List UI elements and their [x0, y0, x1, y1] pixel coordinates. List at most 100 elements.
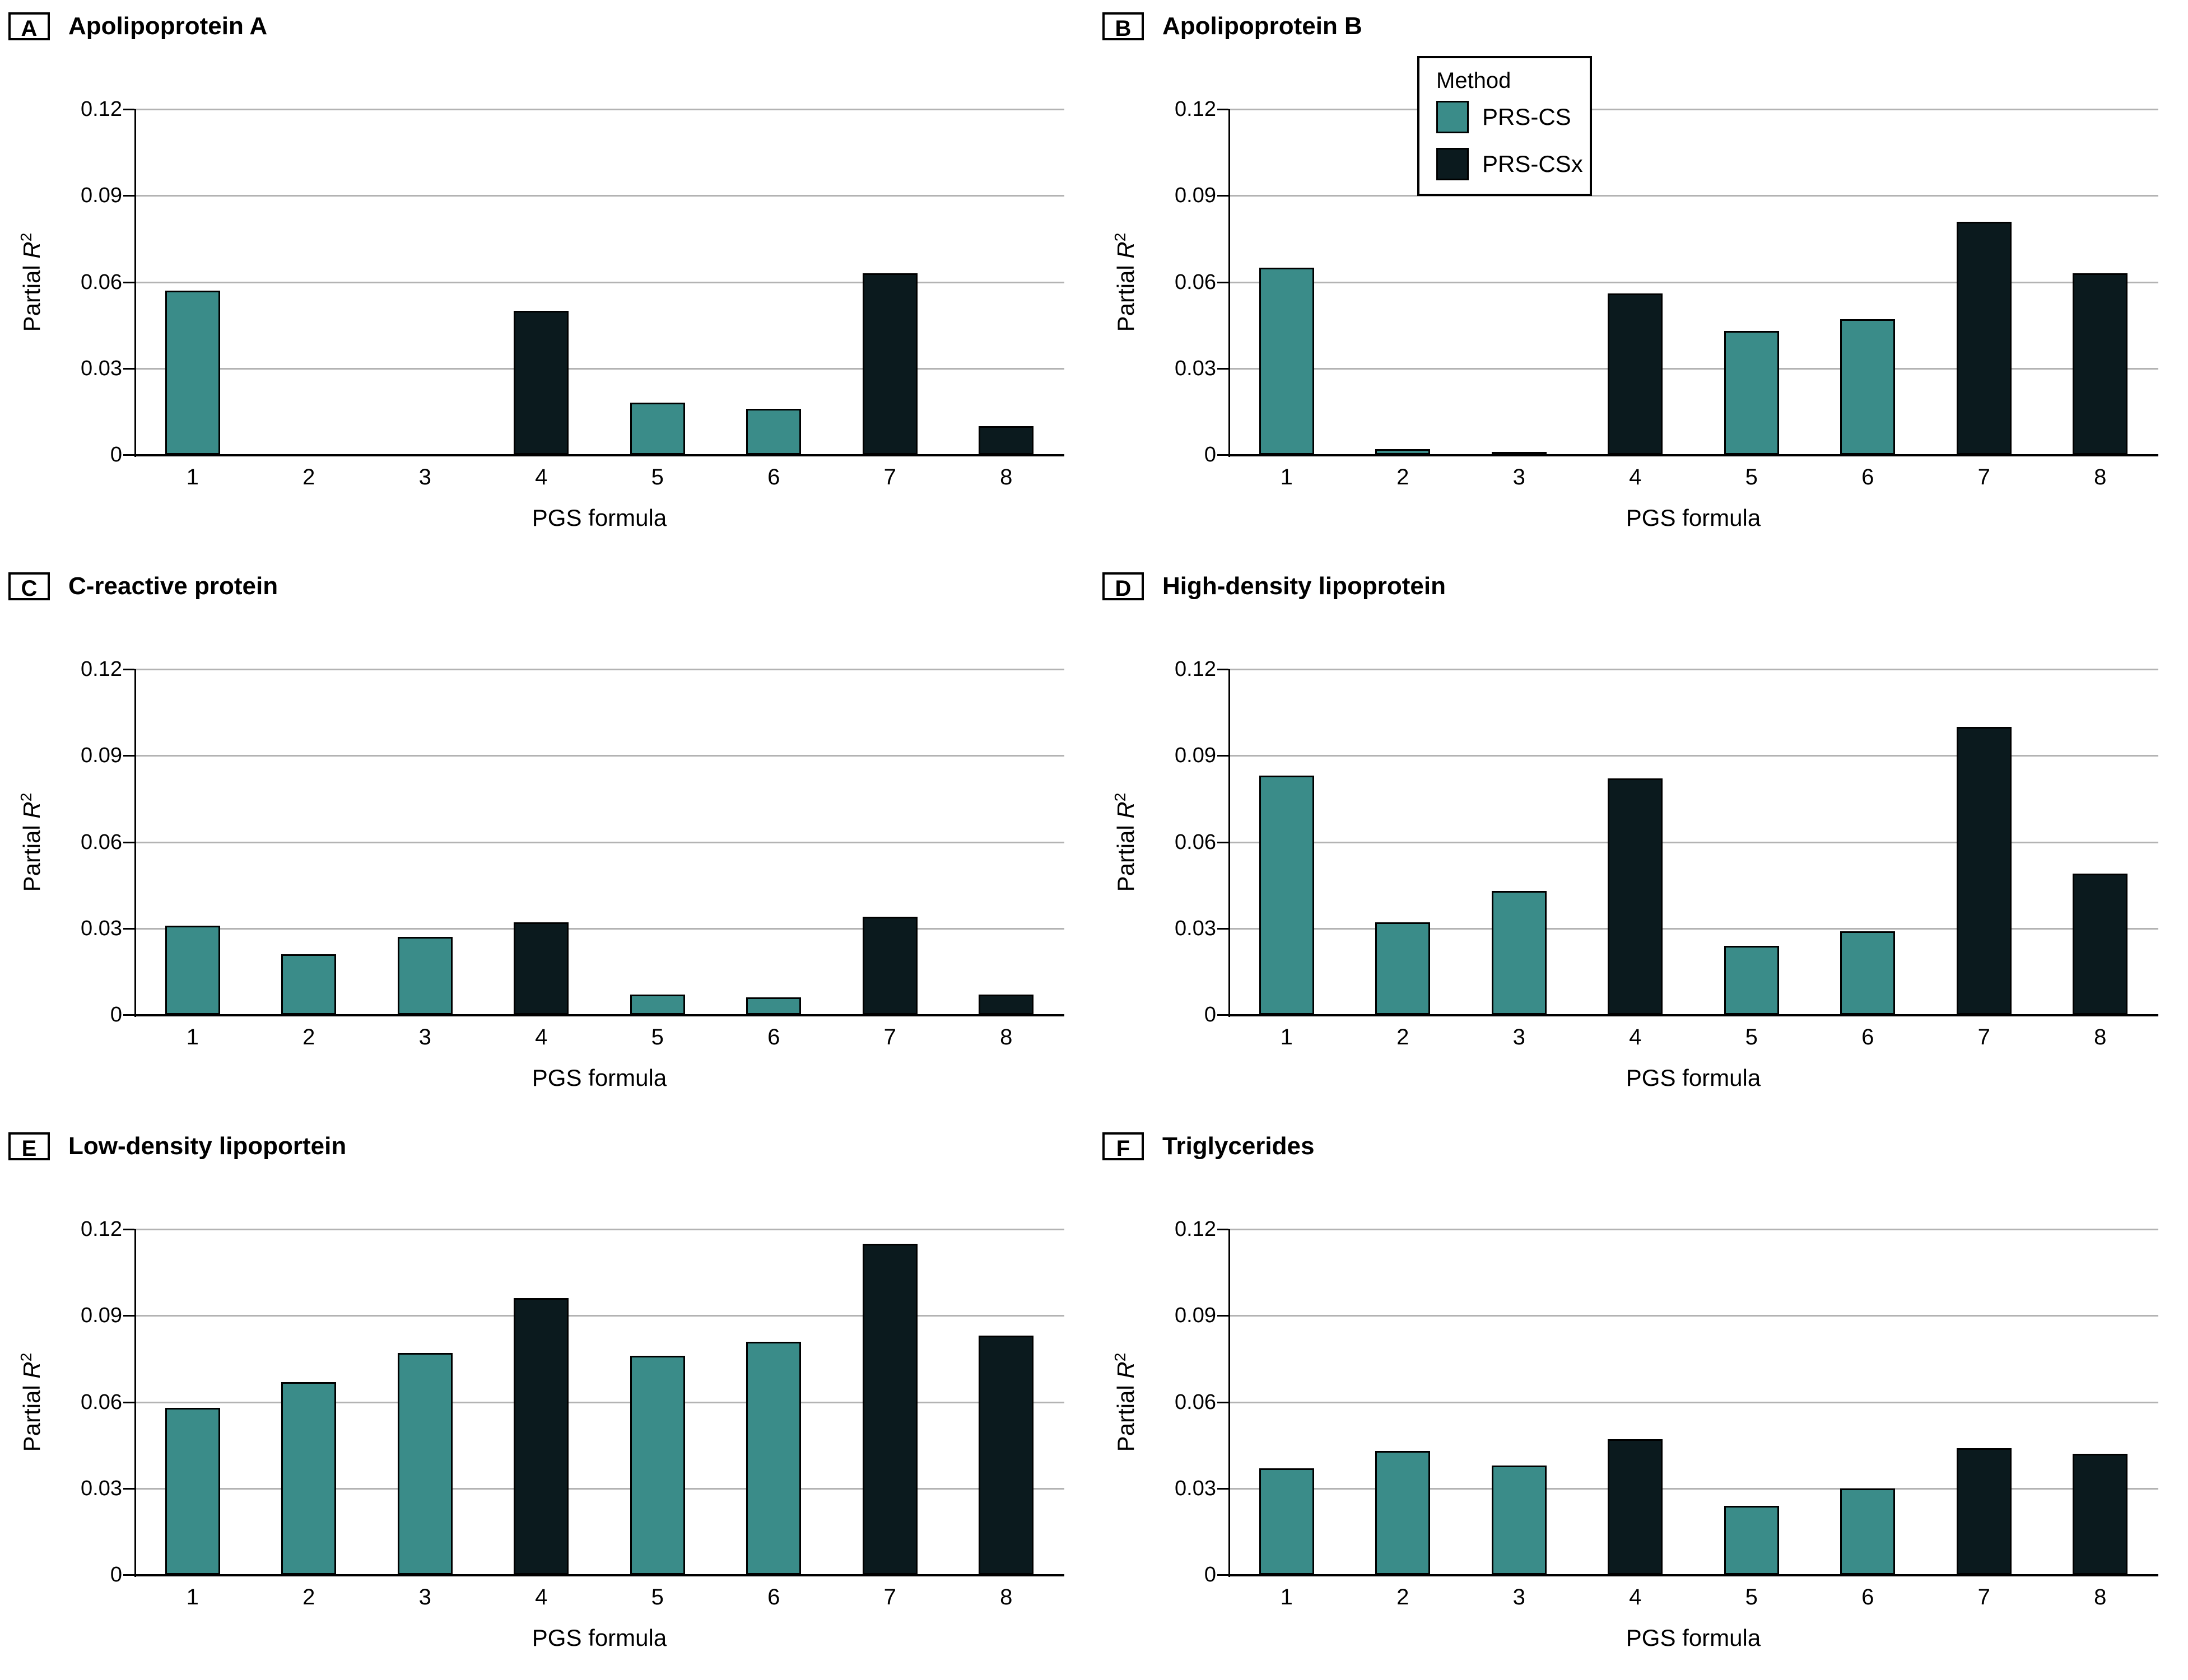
x-tick-label: 6 [1861, 1025, 1874, 1049]
y-axis-line [134, 1229, 136, 1577]
y-tick-mark [1217, 454, 1228, 456]
bar-formula-8-prs-csx [2073, 273, 2128, 455]
x-tick-label: 5 [1745, 465, 1758, 489]
gridline [1228, 1401, 2158, 1403]
bar-formula-8-prs-csx [979, 995, 1034, 1015]
y-axis-line [134, 669, 136, 1017]
y-tick-label: 0.09 [81, 184, 122, 208]
y-tick-mark [123, 109, 134, 110]
y-tick-label: 0.03 [81, 916, 122, 940]
x-tick-label: 1 [186, 1585, 199, 1609]
x-tick-label: 8 [1000, 1585, 1013, 1609]
bar-formula-8-prs-csx [2073, 874, 2128, 1015]
y-tick-label: 0.09 [1175, 744, 1216, 768]
gridline [134, 281, 1064, 283]
x-tick-label: 5 [651, 1025, 664, 1049]
x-tick-label: 7 [883, 1025, 896, 1049]
x-tick-label: 1 [186, 1025, 199, 1049]
bar-formula-4-prs-csx [1608, 1439, 1663, 1575]
bar-formula-2-prs-cs [281, 1382, 337, 1575]
bar-formula-8-prs-csx [979, 426, 1034, 455]
bar-formula-5-prs-cs [630, 995, 685, 1015]
bar-formula-4-prs-csx [514, 1298, 569, 1575]
y-tick-label: 0.12 [1175, 1217, 1216, 1241]
y-tick-mark [123, 1014, 134, 1016]
gridline [134, 841, 1064, 843]
x-tick-label: 2 [302, 465, 315, 489]
x-tick-label: 4 [1629, 1025, 1642, 1049]
panel-e: E Low-density lipoportein 0 0.03 0.06 0.09 0.1… [0, 1120, 1094, 1680]
x-tick-label: 1 [1280, 465, 1293, 489]
gridline [1228, 1315, 2158, 1317]
y-axis-line [1228, 109, 1230, 457]
bar-formula-7-prs-csx [1956, 222, 2012, 455]
y-tick-label: 0.06 [1175, 270, 1216, 294]
panel-letter: E [8, 1132, 50, 1161]
bar-formula-4-prs-csx [1608, 778, 1663, 1015]
legend-label-prs-cs: PRS-CS [1482, 104, 1571, 130]
bar-formula-7-prs-csx [862, 273, 918, 455]
x-tick-label: 6 [767, 465, 780, 489]
panel-title: High-density lipoprotein [1162, 572, 1446, 600]
y-tick-label: 0.12 [1175, 657, 1216, 681]
legend-label-prs-csx: PRS-CSx [1482, 151, 1583, 177]
panel-a: A Apolipoprotein A 0 0.03 0.06 0.09 0.12 1 2 3 4 5 6… [0, 0, 1094, 560]
x-axis-line [1228, 1014, 2158, 1016]
panel-title: Apolipoprotein A [68, 12, 268, 40]
bar-formula-8-prs-csx [2073, 1454, 2128, 1575]
y-tick-label: 0.06 [81, 270, 122, 294]
x-tick-label: 6 [767, 1585, 780, 1609]
bar-formula-7-prs-csx [862, 1244, 918, 1575]
y-tick-label: 0.06 [1175, 1390, 1216, 1414]
x-tick-label: 8 [2094, 1585, 2107, 1609]
panel-c: C C-reactive protein 0 0.03 0.06 0.09 0.12 1 2 3 4… [0, 560, 1094, 1120]
y-tick-label: 0 [1204, 443, 1216, 466]
x-tick-label: 6 [767, 1025, 780, 1049]
y-tick-label: 0.09 [81, 1304, 122, 1328]
y-tick-label: 0.09 [1175, 1304, 1216, 1328]
bar-formula-4-prs-csx [514, 311, 569, 455]
bar-formula-3-prs-cs [1491, 1466, 1547, 1575]
x-tick-label: 4 [1629, 465, 1642, 489]
y-axis-title: Partial R2 [17, 232, 45, 332]
panel-b: B Apolipoprotein B 0 0.03 0.06 0.09 0.12 1 2 3 4 5 6… [1094, 0, 2188, 560]
bar-formula-7-prs-csx [1956, 1448, 2012, 1575]
panel-letter: C [8, 572, 50, 601]
x-axis-title: PGS formula [532, 1065, 667, 1091]
gridline [1228, 927, 2158, 930]
y-tick-mark [1217, 109, 1228, 110]
x-tick-label: 3 [418, 1025, 431, 1049]
x-tick-label: 1 [1280, 1025, 1293, 1049]
y-tick-label: 0.12 [81, 657, 122, 681]
y-axis-title: Partial R2 [1111, 1352, 1139, 1452]
x-tick-label: 1 [1280, 1585, 1293, 1609]
panel-letter: A [8, 12, 50, 41]
panel-letter: D [1102, 572, 1144, 601]
x-tick-label: 4 [535, 1025, 548, 1049]
y-tick-mark [123, 1229, 134, 1230]
x-axis-title: PGS formula [1626, 505, 1761, 531]
y-tick-label: 0.09 [1175, 184, 1216, 208]
gridline [134, 109, 1064, 110]
x-axis-line [1228, 1574, 2158, 1576]
gridline [1228, 281, 2158, 283]
x-tick-label: 8 [2094, 465, 2107, 489]
x-tick-label: 7 [1977, 1585, 1990, 1609]
x-axis-title: PGS formula [1626, 1625, 1761, 1651]
x-tick-label: 3 [418, 465, 431, 489]
gridline [1228, 195, 2158, 197]
bar-formula-2-prs-cs [1375, 1451, 1431, 1575]
y-tick-mark [123, 841, 134, 843]
x-axis-title: PGS formula [532, 505, 667, 531]
x-tick-label: 8 [1000, 1025, 1013, 1049]
y-tick-label: 0.12 [1175, 97, 1216, 121]
x-tick-label: 3 [1512, 1025, 1525, 1049]
y-tick-mark [1217, 1487, 1228, 1490]
bar-formula-7-prs-csx [1956, 727, 2012, 1015]
bar-formula-5-prs-cs [1724, 946, 1779, 1015]
y-tick-mark [1217, 927, 1228, 930]
x-tick-label: 7 [883, 1585, 896, 1609]
y-tick-mark [1217, 281, 1228, 283]
gridline [1228, 1229, 2158, 1230]
y-tick-mark [1217, 669, 1228, 670]
